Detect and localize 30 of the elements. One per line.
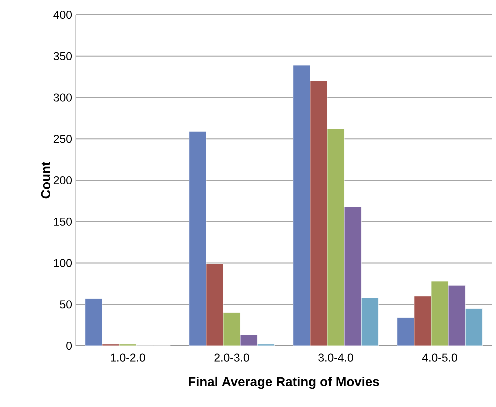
bar xyxy=(310,81,328,346)
y-tick-label: 400 xyxy=(54,10,72,20)
bar xyxy=(189,131,207,346)
y-axis-title: Count xyxy=(41,162,51,199)
bar xyxy=(85,298,103,346)
x-tick-label: 1.0-2.0 xyxy=(111,354,146,362)
x-tick-label: 4.0-5.0 xyxy=(422,354,458,362)
bar xyxy=(344,206,362,346)
y-tick-label: 50 xyxy=(60,300,72,309)
x-axis-title: Final Average Rating of Movies xyxy=(189,376,380,390)
bar xyxy=(293,65,311,346)
y-tick-label: 300 xyxy=(54,94,72,102)
bar xyxy=(414,296,432,346)
y-tick-label: 150 xyxy=(54,218,72,226)
bar xyxy=(361,298,379,346)
bar xyxy=(465,308,483,346)
y-tick-label: 0 xyxy=(66,342,72,350)
bar xyxy=(397,318,415,346)
y-tick-label: 250 xyxy=(54,135,72,144)
y-tick-label: 200 xyxy=(54,176,72,185)
bar xyxy=(206,264,224,346)
bar xyxy=(240,335,258,346)
bar xyxy=(327,128,345,346)
bar xyxy=(431,281,449,346)
bar xyxy=(448,285,466,346)
x-tick-label: 3.0-4.0 xyxy=(318,354,354,362)
x-tick-label: 2.0-3.0 xyxy=(214,354,250,362)
y-tick-label: 350 xyxy=(54,52,72,60)
bar xyxy=(223,312,241,346)
y-tick-label: 100 xyxy=(54,259,72,268)
